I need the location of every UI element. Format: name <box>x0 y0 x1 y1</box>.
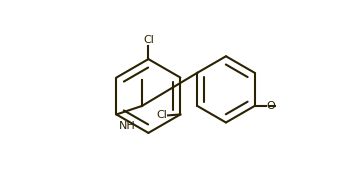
Text: NH: NH <box>119 121 136 131</box>
Text: O: O <box>266 101 275 111</box>
Text: Cl: Cl <box>143 35 154 45</box>
Text: Cl: Cl <box>156 110 167 120</box>
